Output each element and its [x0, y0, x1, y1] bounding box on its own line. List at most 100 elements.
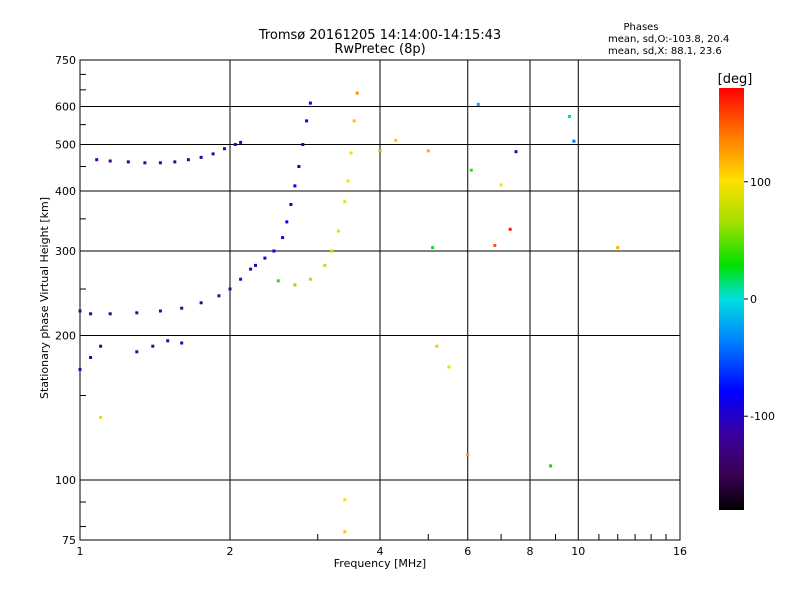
- gridlines: [80, 60, 680, 540]
- data-point: [228, 287, 232, 291]
- data-point: [126, 160, 130, 164]
- y-tick-label: 75: [62, 534, 76, 547]
- y-tick-label: 500: [55, 139, 76, 152]
- data-point: [572, 139, 576, 143]
- data-point: [514, 150, 518, 154]
- data-point: [508, 227, 512, 231]
- chart-subtitle: RwPretec (8p): [334, 42, 425, 57]
- colorbar-label: [deg]: [718, 72, 753, 87]
- data-point: [499, 183, 503, 187]
- y-tick-label: 300: [55, 245, 76, 258]
- y-axis-label: Stationary phase Virtual Height [km]: [38, 197, 51, 399]
- data-point: [78, 309, 82, 313]
- data-point: [466, 453, 470, 457]
- data-point: [568, 115, 571, 118]
- data-point: [89, 312, 93, 316]
- data-point: [223, 147, 226, 151]
- data-point: [239, 277, 243, 281]
- data-point: [349, 151, 353, 155]
- data-point: [99, 344, 103, 348]
- data-point: [158, 309, 162, 313]
- data-point: [108, 312, 112, 316]
- data-point: [289, 203, 293, 206]
- y-tick-label: 400: [55, 185, 76, 198]
- data-point: [426, 149, 430, 153]
- y-tick-label: 600: [55, 101, 76, 114]
- data-point: [211, 152, 215, 156]
- x-axis-ticks: 1 2 4 6 8 10 16: [77, 545, 688, 558]
- x-tick-label: 4: [377, 545, 384, 558]
- x-tick-label: 8: [527, 545, 534, 558]
- data-point: [217, 294, 221, 298]
- data-point: [616, 246, 620, 250]
- x-axis-label: Frequency [MHz]: [334, 557, 426, 570]
- data-point: [394, 138, 398, 142]
- data-point: [276, 279, 280, 283]
- data-point: [336, 229, 340, 233]
- colorbar: [719, 88, 744, 510]
- stats-x-line: mean, sd,X: 88.1, 23.6: [608, 46, 722, 57]
- data-point: [297, 165, 301, 168]
- colorbar-tick-label: 0: [750, 293, 757, 306]
- stats-o-line: mean, sd,O:-103.8, 20.4: [608, 34, 729, 45]
- x-tick-label: 16: [673, 545, 687, 558]
- x-tick-label: 1: [77, 545, 84, 558]
- data-point: [330, 249, 334, 253]
- data-point: [435, 344, 439, 348]
- data-point: [143, 161, 147, 165]
- x-tick-label: 6: [464, 545, 471, 558]
- x-tick-label: 2: [227, 545, 234, 558]
- data-point: [308, 101, 312, 105]
- data-point: [549, 464, 553, 468]
- data-point: [476, 102, 480, 106]
- data-point: [99, 416, 103, 419]
- data-points: [78, 91, 620, 534]
- data-point: [199, 301, 203, 305]
- data-point: [180, 306, 184, 310]
- data-point: [285, 220, 289, 224]
- stats-heading: Phases: [623, 22, 658, 33]
- data-point: [378, 149, 382, 153]
- data-point: [180, 341, 184, 345]
- data-point: [95, 158, 99, 162]
- data-point: [272, 249, 276, 253]
- data-point: [135, 350, 139, 354]
- data-point: [158, 161, 162, 165]
- data-point: [249, 267, 253, 271]
- colorbar-tick-label: -100: [750, 410, 775, 423]
- data-point: [343, 530, 347, 534]
- data-point: [78, 367, 82, 371]
- data-point: [166, 339, 170, 343]
- data-point: [293, 184, 297, 188]
- data-point: [469, 168, 473, 172]
- data-point: [233, 143, 237, 146]
- data-point: [108, 159, 112, 163]
- y-axis-ticks: 750 600 500 400 300 200 100 75: [55, 54, 76, 547]
- data-point: [173, 160, 177, 164]
- data-point: [199, 155, 203, 159]
- data-point: [308, 277, 312, 281]
- data-point: [301, 143, 305, 146]
- data-point: [323, 263, 327, 267]
- data-point: [352, 119, 356, 123]
- data-point: [263, 256, 267, 260]
- data-point: [135, 311, 139, 315]
- data-point: [431, 246, 435, 250]
- y-tick-label: 100: [55, 474, 76, 487]
- data-point: [186, 158, 190, 162]
- data-point: [447, 365, 451, 369]
- data-point: [254, 263, 257, 267]
- data-point: [346, 179, 350, 183]
- data-point: [355, 91, 359, 95]
- x-tick-label: 10: [571, 545, 585, 558]
- data-point: [343, 498, 347, 502]
- data-point: [305, 119, 309, 123]
- colorbar-tick-label: 100: [750, 176, 771, 189]
- data-point: [343, 200, 347, 204]
- chart-title: Tromsø 20161205 14:14:00-14:15:43: [258, 28, 501, 43]
- data-point: [89, 356, 93, 359]
- data-point: [151, 344, 155, 348]
- y-tick-label: 750: [55, 54, 76, 67]
- data-point: [493, 244, 497, 247]
